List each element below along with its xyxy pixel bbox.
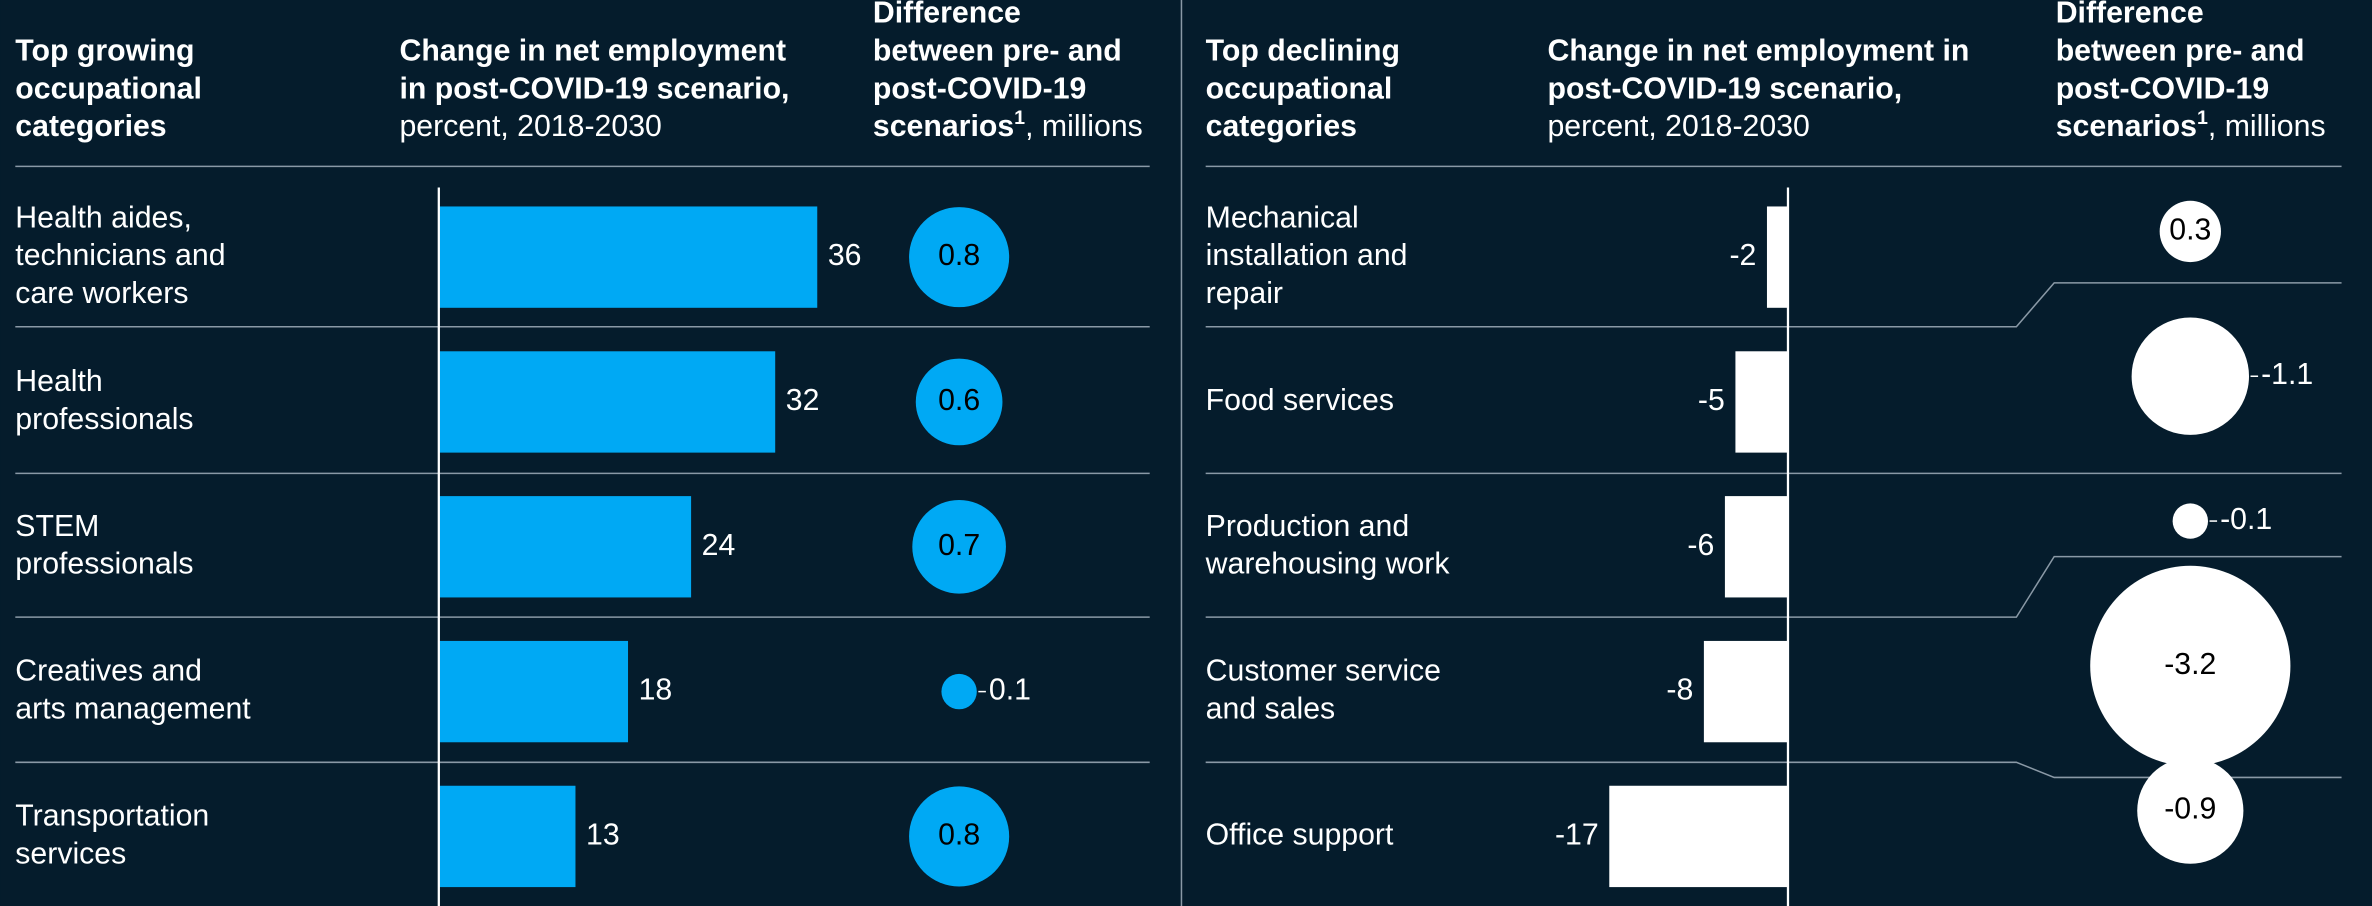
bubble — [915, 358, 1003, 446]
value-label: -17 — [1555, 818, 1599, 851]
column-header: between pre- and — [873, 35, 1122, 68]
column-header: Change in net employment in — [1547, 35, 1969, 68]
header-unit: , millions — [2208, 110, 2326, 143]
column-header-unit: percent, 2018-2030 — [399, 110, 661, 143]
value-label: -8 — [1666, 674, 1693, 707]
category-label: technicians and — [15, 239, 225, 272]
value-label: 36 — [828, 239, 862, 272]
bar — [1735, 351, 1788, 453]
bar — [438, 496, 692, 598]
category-label: Production and — [1206, 510, 1410, 543]
header-text: scenarios — [2056, 110, 2197, 143]
category-label: Office support — [1206, 818, 1394, 851]
bar — [1724, 496, 1788, 598]
category-label: Creatives and — [15, 655, 202, 688]
category-label: professionals — [15, 403, 193, 436]
category-label: Customer service — [1206, 655, 1441, 688]
category-label: Mechanical — [1206, 201, 1359, 234]
bubble — [2137, 757, 2244, 864]
bar — [1766, 206, 1788, 308]
footnote-marker: 1 — [1014, 107, 1025, 129]
category-label: warehousing work — [1205, 548, 1451, 581]
column-header: post-COVID-19 — [873, 72, 1086, 105]
column-header: Top growing — [15, 35, 194, 68]
category-label: services — [15, 837, 126, 870]
column-header: Difference — [873, 0, 1021, 30]
bubble-label: 0.3 — [2169, 213, 2211, 246]
bubble — [909, 786, 1010, 887]
column-header-unit: percent, 2018-2030 — [1547, 110, 1809, 143]
value-label: 13 — [586, 818, 620, 851]
bubble-label: 0.8 — [938, 239, 980, 272]
bubble-label: -0.1 — [2220, 503, 2272, 536]
column-header: categories — [1206, 110, 1357, 143]
bubble-label: -0.9 — [2164, 793, 2216, 826]
bubble — [2172, 503, 2209, 539]
category-label: care workers — [15, 277, 188, 310]
column-header: Change in net employment — [399, 35, 786, 68]
category-label: Health aides, — [15, 201, 192, 234]
bubble — [912, 499, 1006, 594]
category-label: and sales — [1206, 692, 1336, 725]
category-label: Food services — [1206, 384, 1394, 417]
column-header: scenarios1, millions — [873, 107, 1143, 143]
column-header: Top declining — [1206, 35, 1400, 68]
category-label: repair — [1206, 277, 1283, 310]
bubble — [2090, 565, 2291, 766]
category-label: Transportation — [15, 800, 209, 833]
bar — [438, 640, 629, 743]
bubble-label: -3.2 — [2164, 648, 2216, 681]
category-label: STEM — [15, 510, 99, 543]
category-label: installation and — [1206, 239, 1408, 272]
value-label: -5 — [1698, 384, 1725, 417]
row-separator — [1205, 282, 2342, 328]
bar — [438, 206, 818, 308]
column-header: occupational — [15, 72, 202, 105]
value-label: 32 — [786, 384, 820, 417]
category-label: Health — [15, 365, 102, 398]
bar — [1609, 785, 1788, 888]
column-header: post-COVID-19 — [2056, 72, 2269, 105]
column-header: scenarios1, millions — [2056, 107, 2326, 143]
header-unit: , millions — [1025, 110, 1143, 143]
bubble — [909, 207, 1010, 308]
column-header: Difference — [2056, 0, 2204, 30]
category-label: arts management — [15, 692, 251, 725]
column-header: between pre- and — [2056, 35, 2305, 68]
header-text: scenarios — [873, 110, 1014, 143]
bubble-label: 0.7 — [938, 529, 980, 562]
column-header: occupational — [1206, 72, 1393, 105]
bar — [438, 785, 576, 888]
bubble — [2159, 200, 2221, 263]
bubble-label: 0.8 — [938, 818, 980, 851]
column-header: post-COVID-19 scenario, — [1547, 72, 1902, 105]
column-header: in post-COVID-19 scenario, — [399, 72, 789, 105]
column-header: categories — [15, 110, 166, 143]
value-label: -2 — [1729, 239, 1756, 272]
footnote-marker: 1 — [2197, 107, 2208, 129]
bubble-label: 0.6 — [938, 384, 980, 417]
value-label: 18 — [639, 674, 673, 707]
bubble-label: 0.1 — [989, 674, 1031, 707]
bar — [438, 351, 776, 453]
category-label: professionals — [15, 548, 193, 581]
bar — [1703, 640, 1788, 743]
value-label: 24 — [702, 529, 736, 562]
value-label: -6 — [1687, 529, 1714, 562]
bubble — [2131, 317, 2250, 435]
bubble-label: -1.1 — [2261, 358, 2313, 391]
row-separator — [1205, 555, 2342, 618]
bubble — [941, 673, 977, 710]
